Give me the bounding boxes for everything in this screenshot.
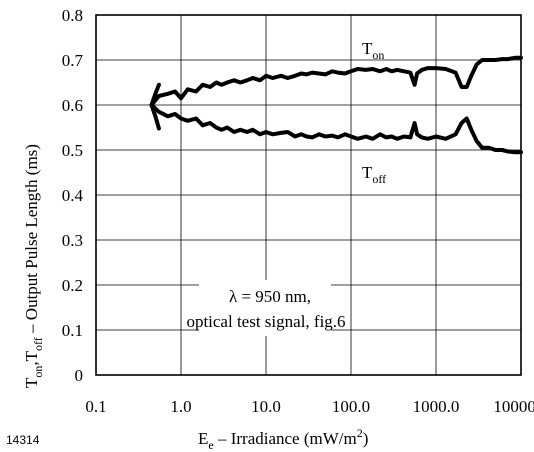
x-tick-label: 0.1 [85,397,106,416]
annotation-box [199,280,331,336]
series-line-branch-upper [149,82,161,107]
series-group [149,55,523,155]
x-axis-title: Ee – Irradiance (mW/m2) [198,426,368,452]
x-tick-label: 100.0 [332,397,370,416]
y-tick-label: 0.8 [62,6,83,25]
y-tick-label: 0.7 [62,51,84,70]
y-tick-label: 0.3 [62,231,83,250]
plot-frame [95,14,522,376]
series-line-branch-lower [149,103,161,131]
x-tick-label: 1.0 [170,397,191,416]
series-line-t-on [149,55,523,107]
series-line-t-off [149,103,523,155]
y-tick-label: 0.5 [62,141,83,160]
y-tick-label: 0.1 [62,321,83,340]
x-tick-label: 10000.0 [493,397,534,416]
annotation-line-1: λ = 950 nm, [229,287,311,306]
series-label-toff: Toff [362,163,386,186]
y-tick-label: 0.2 [62,276,83,295]
figure-id: 14314 [6,433,40,447]
x-tick-label: 1000.0 [413,397,460,416]
y-tick-label: 0.6 [62,96,83,115]
y-tick-labels: 0 0.1 0.2 0.3 0.4 0.5 0.6 0.7 0.8 [62,6,84,385]
y-tick-label: 0 [75,366,84,385]
series-label-ton: Ton [362,39,384,62]
annotation-line-2: optical test signal, fig.6 [186,312,345,331]
x-tick-labels: 0.1 1.0 10.0 100.0 1000.0 10000.0 [85,397,534,416]
y-tick-label: 0.4 [62,186,84,205]
x-tick-label: 10.0 [251,397,281,416]
y-axis-title: Ton,Toff – Output Pulse Length (ms) [22,144,45,388]
